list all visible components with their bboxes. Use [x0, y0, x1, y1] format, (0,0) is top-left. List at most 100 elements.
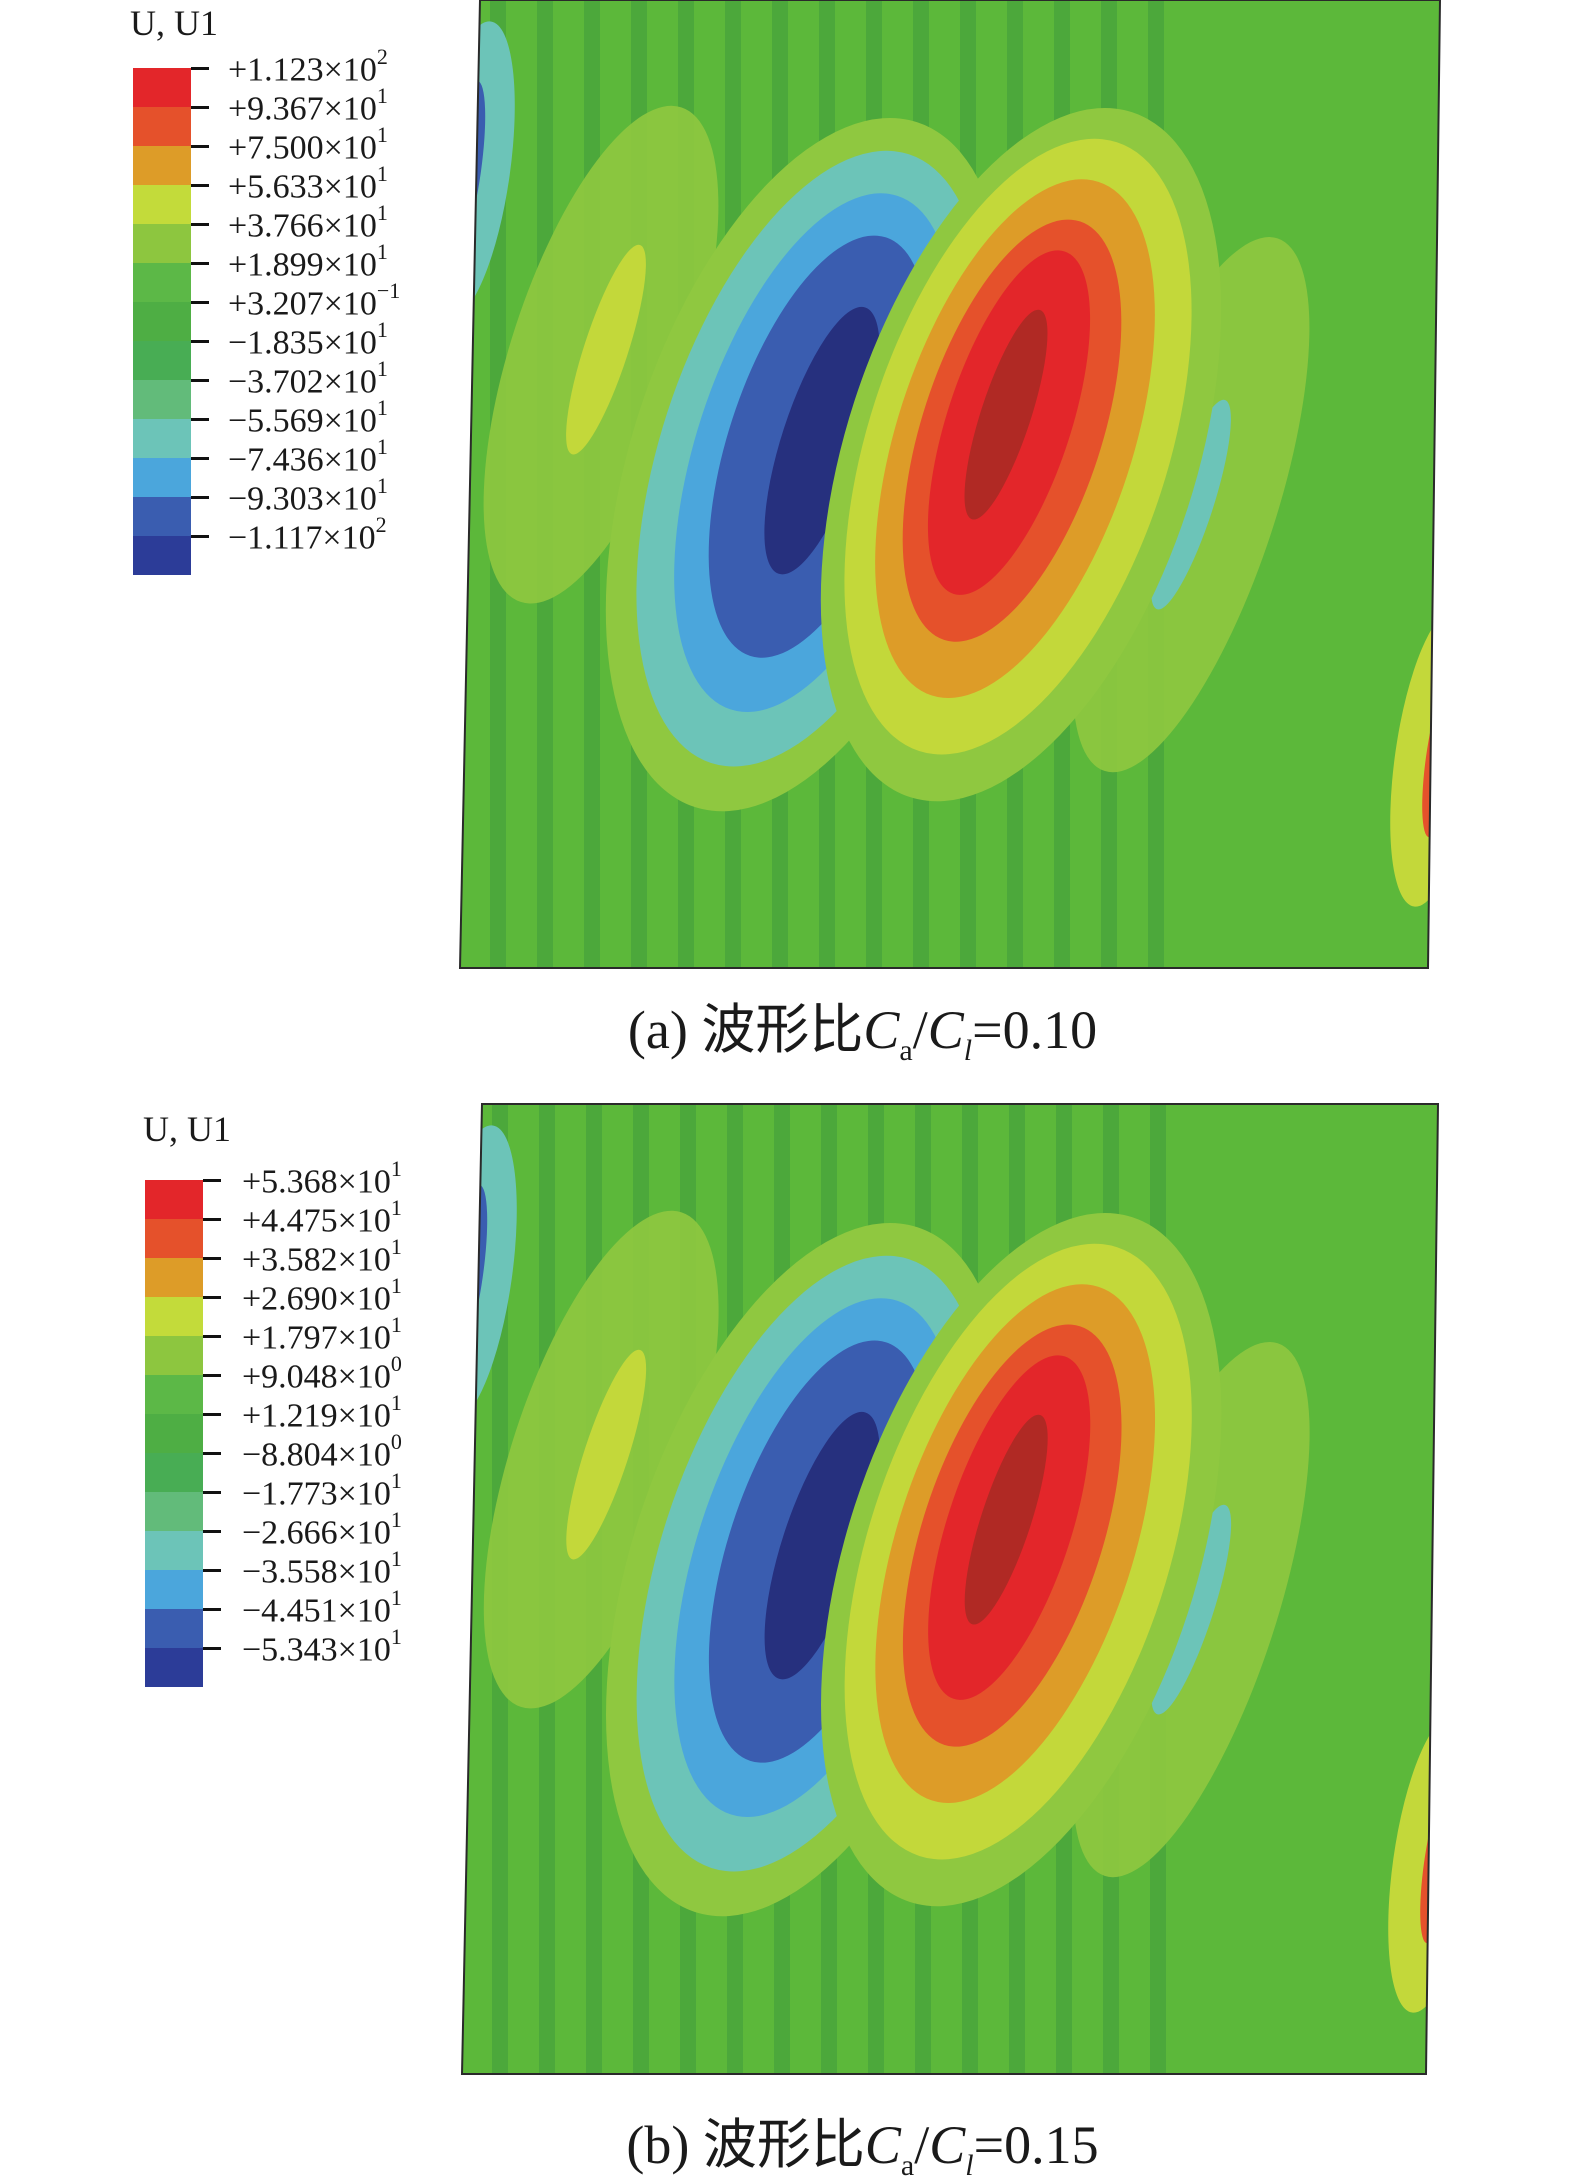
legend-label: −1.117×102: [228, 512, 387, 557]
legend-tick: [191, 145, 209, 148]
caption-c1-a: C: [863, 1000, 900, 1060]
legend-b: U, U1 +5.368×101 +4.475×101 +3.582×101 +2.6…: [0, 1100, 470, 1687]
legend-swatch: [133, 380, 191, 419]
legend-swatch: [133, 185, 191, 224]
caption-slash-b: /: [914, 2115, 930, 2175]
lobe-blue-right: [1151, 399, 1231, 610]
caption-sub-a-b: a: [900, 2148, 915, 2182]
caption-sub-a-a: a: [899, 1033, 913, 1067]
caption-sub-l-b: l: [965, 2148, 974, 2182]
legend-tick: [191, 184, 209, 187]
legend-label: +3.207×10−1: [228, 278, 401, 323]
legend-swatch: [133, 341, 191, 380]
legend-label: −3.558×101: [242, 1546, 402, 1591]
legend-tick: [203, 1569, 221, 1572]
caption-value-a: =0.10: [972, 1000, 1098, 1060]
legend-a: U, U1 +1.123×102 +9.367×101 +7.500×101 +5.6…: [0, 0, 470, 575]
panel-b: U, U1 +5.368×101 +4.475×101 +3.582×101 +2.6…: [0, 1100, 1575, 2182]
legend-label: +9.048×100: [242, 1351, 402, 1396]
contour-plot-a: [458, 0, 1442, 969]
legend-tick: [191, 535, 209, 538]
legend-tick: [191, 379, 209, 382]
legend-tick: [203, 1296, 221, 1299]
field-border: [458, 0, 1442, 969]
legend-swatch: [145, 1258, 203, 1297]
legend-label: +2.690×101: [242, 1273, 402, 1318]
legend-swatch: [145, 1180, 203, 1219]
legend-label: −1.835×101: [228, 317, 388, 362]
legend-label: −1.773×101: [242, 1468, 402, 1513]
legend-tick: [203, 1335, 221, 1338]
legend-tick: [203, 1257, 221, 1260]
legend-swatch: [145, 1453, 203, 1492]
lobe-yellow-left: [566, 1349, 647, 1560]
legend-swatch: [145, 1336, 203, 1375]
legend-label: +1.797×101: [242, 1312, 402, 1357]
legend-tick: [191, 67, 209, 70]
caption-c2-b: C: [929, 2115, 966, 2175]
legend-swatch: [145, 1414, 203, 1453]
legend-label: −7.436×101: [228, 434, 388, 479]
legend-swatch: [145, 1492, 203, 1531]
legend-label: −4.451×101: [242, 1585, 402, 1630]
field-group: [462, 1104, 1438, 2074]
legend-tick: [191, 223, 209, 226]
legend-title-b: U, U1: [143, 1109, 231, 1149]
legend-tick: [203, 1374, 221, 1377]
caption-c1-b: C: [864, 2115, 901, 2175]
legend-label: +1.123×102: [228, 44, 388, 89]
legend-label: +9.367×101: [228, 83, 388, 128]
field-border: [460, 1103, 1440, 2075]
legend-label: +5.368×101: [242, 1156, 402, 1201]
legend-tick: [191, 496, 209, 499]
caption-prefix-b: (b) 波形比: [626, 2115, 865, 2175]
lobe-blue-right: [1151, 1504, 1232, 1715]
field-group: [460, 0, 1440, 968]
red-lobe-ring: [964, 309, 1048, 520]
legend-swatch: [145, 1297, 203, 1336]
legend-tick: [191, 262, 209, 265]
legend-swatch: [133, 68, 191, 107]
legend-swatch: [133, 458, 191, 497]
legend-label: +3.582×101: [242, 1234, 402, 1279]
legend-swatch: [133, 419, 191, 458]
legend-label: +1.219×101: [242, 1390, 402, 1435]
caption-a: (a) 波形比Ca/Cl=0.10: [0, 985, 1575, 1068]
legend-tick: [203, 1413, 221, 1416]
legend-tick: [191, 301, 209, 304]
legend-tick: [191, 340, 209, 343]
legend-tick: [203, 1647, 221, 1650]
legend-swatches-a: [133, 68, 191, 575]
legend-label: +7.500×101: [228, 122, 388, 167]
legend-label: −2.666×101: [242, 1507, 402, 1552]
legend-swatch: [133, 107, 191, 146]
legend-label: −9.303×101: [228, 473, 388, 518]
legend-tick: [203, 1491, 221, 1494]
legend-label: −3.702×101: [228, 356, 388, 401]
legend-tick: [203, 1530, 221, 1533]
panel-a: U, U1 +1.123×102 +9.367×101 +7.500×101 +5.6…: [0, 0, 1575, 1070]
legend-label: +3.766×101: [228, 200, 388, 245]
legend-swatch: [133, 497, 191, 536]
caption-sub-l-a: l: [963, 1033, 973, 1067]
legend-swatch: [145, 1531, 203, 1570]
legend-swatch: [133, 536, 191, 575]
legend-tick: [203, 1608, 221, 1611]
legend-label: +1.899×101: [228, 239, 388, 284]
legend-swatch: [133, 302, 191, 341]
legend-tick: [191, 418, 209, 421]
legend-swatches-b: [145, 1180, 203, 1687]
caption-prefix-a: (a) 波形比: [627, 1000, 864, 1060]
caption-value-b: =0.15: [973, 2115, 1099, 2175]
caption-c2-a: C: [927, 1000, 964, 1060]
legend-label: +5.633×101: [228, 161, 388, 206]
lobe-yellow-left: [566, 244, 646, 455]
legend-swatch: [145, 1375, 203, 1414]
legend-label: +4.475×101: [242, 1195, 402, 1240]
blue-lobe-ring: [764, 1411, 880, 1680]
legend-tick: [203, 1218, 221, 1221]
legend-tick: [191, 106, 209, 109]
legend-tick: [203, 1179, 221, 1182]
legend-swatch: [133, 263, 191, 302]
legend-tick: [191, 457, 209, 460]
